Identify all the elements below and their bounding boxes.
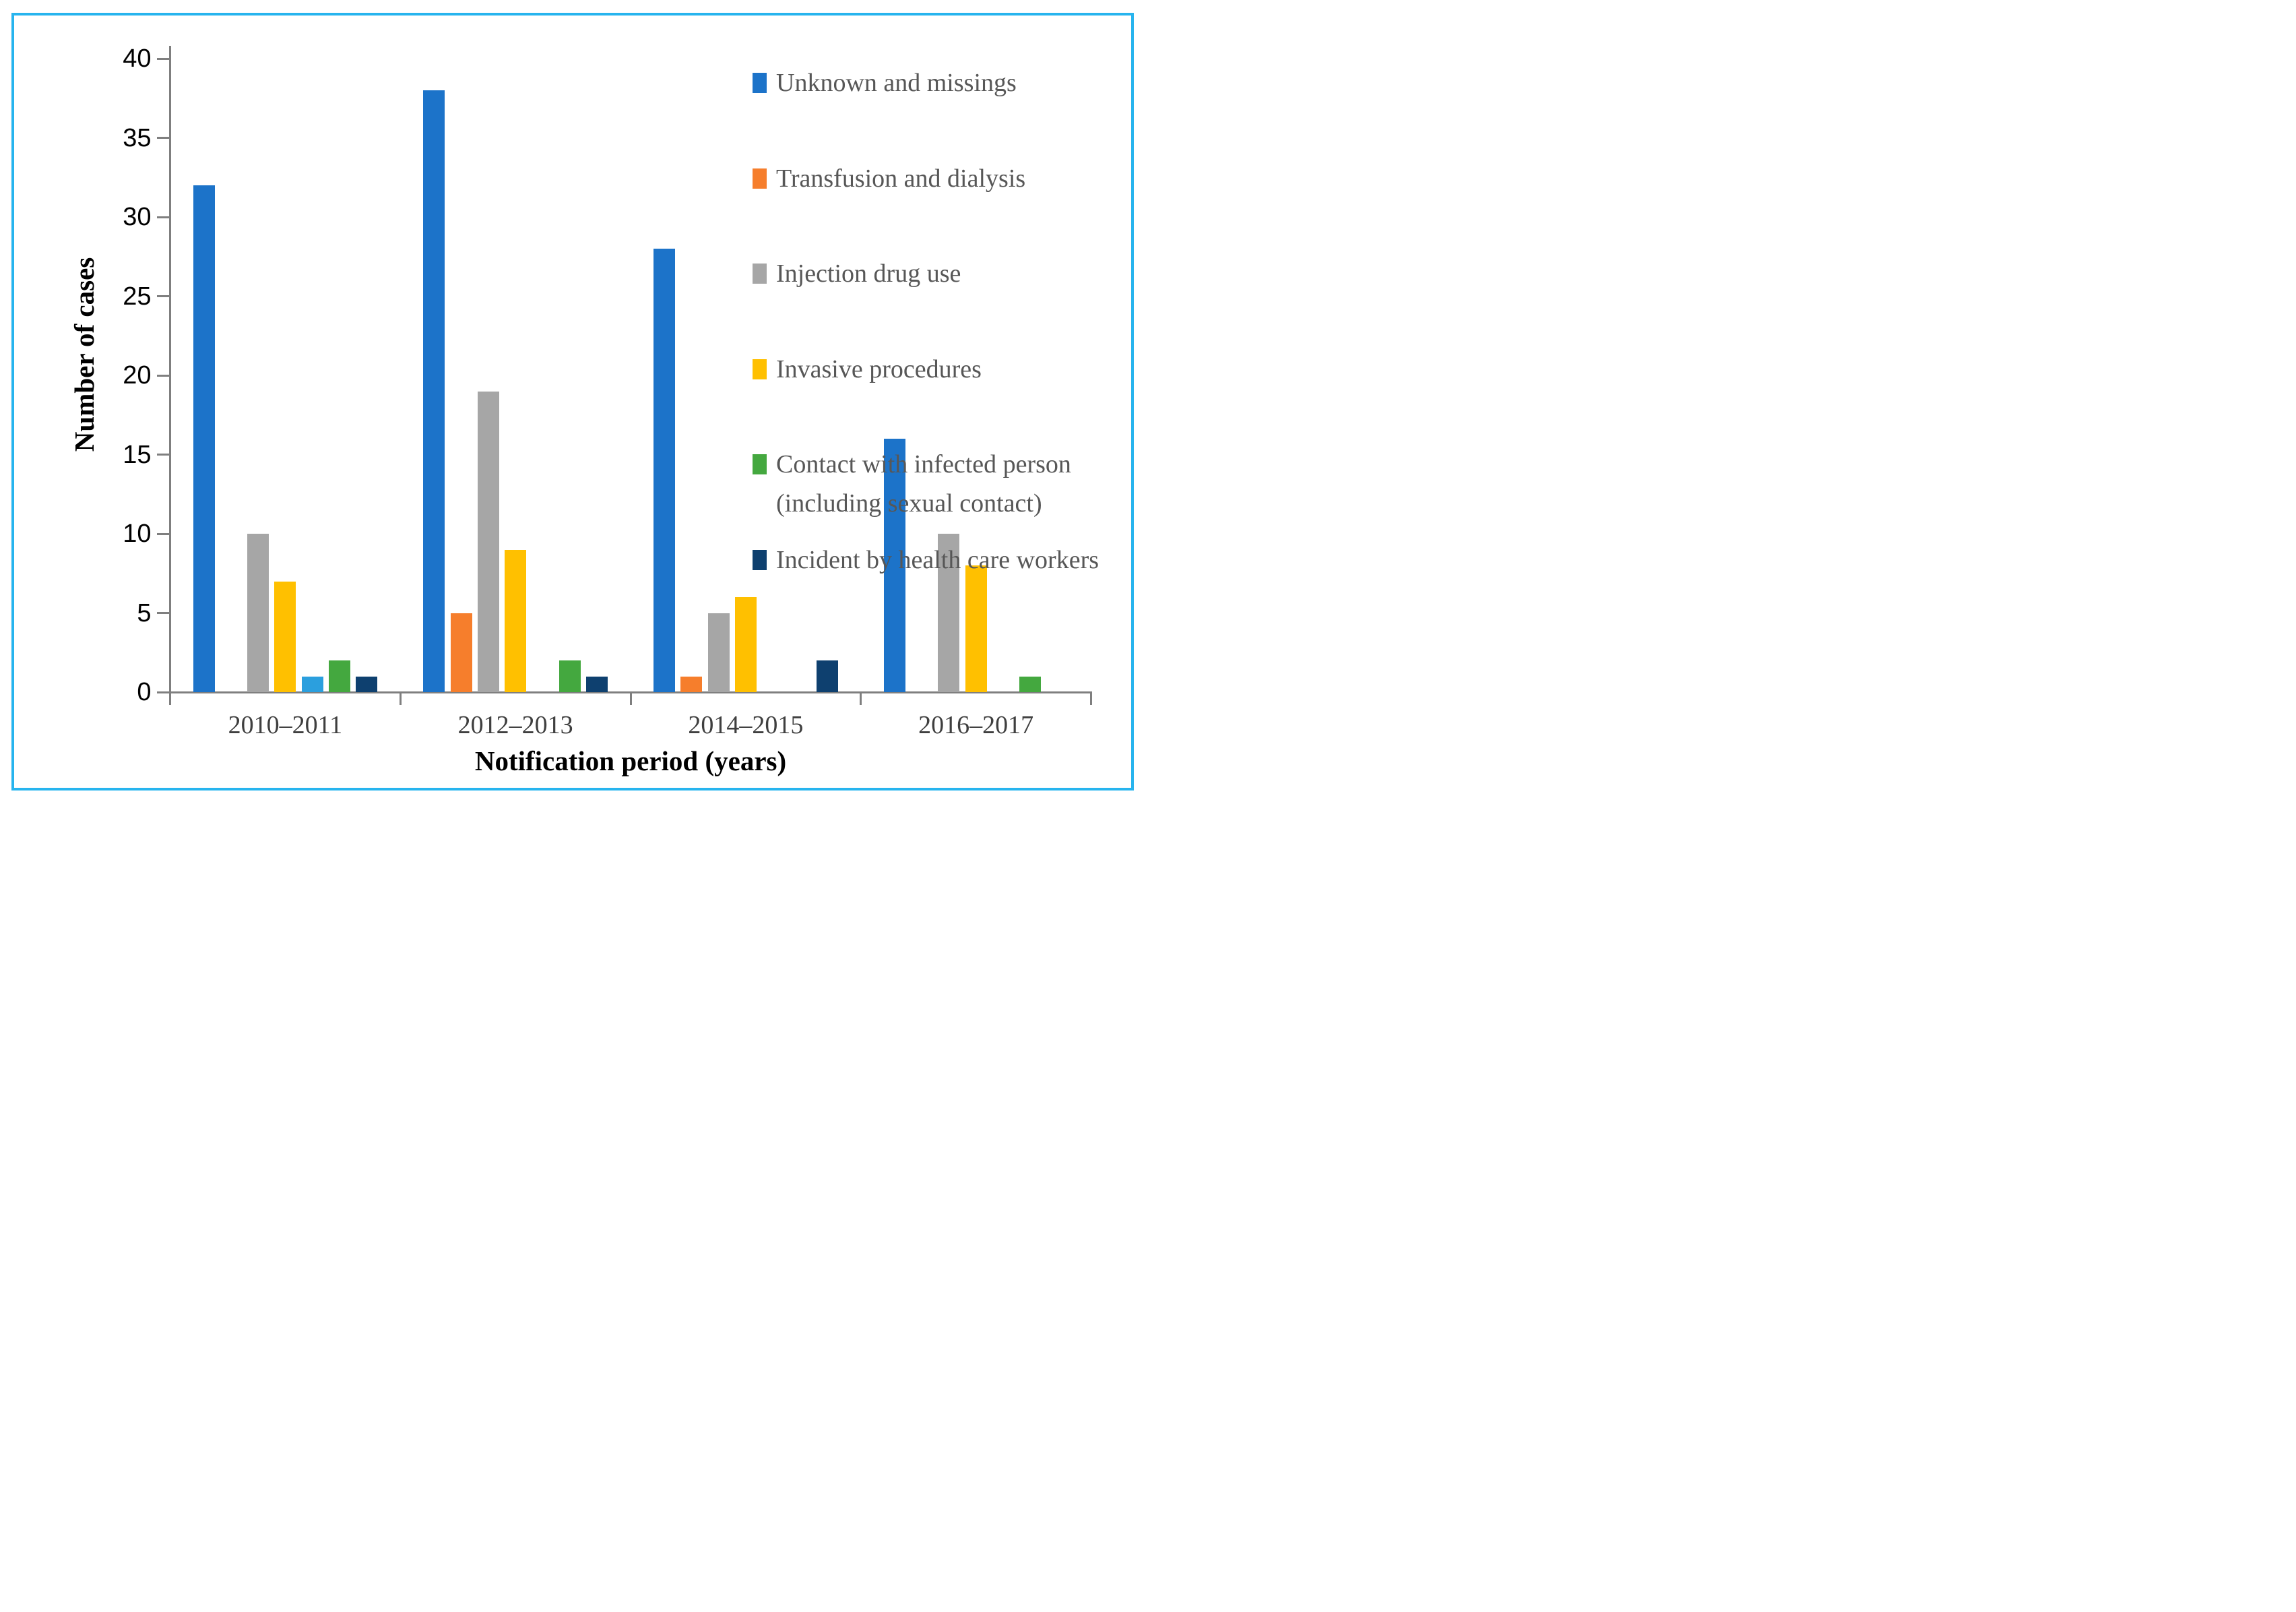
y-tick-mark-25 [156, 295, 170, 297]
legend-item-incident-by-health-care-workers: Incident by health care workers [753, 540, 1099, 580]
bar-unknown-and-missings-2012-2013 [423, 90, 445, 692]
y-tick-mark-15 [156, 454, 170, 456]
bar-incident-by-health-care-workers-2010-2011 [356, 676, 378, 692]
figure-border: Number of cases Notification period (yea… [11, 13, 1134, 790]
bar-injection-drug-use-2012-2013 [477, 391, 499, 692]
y-tick-label-15: 15 [123, 440, 152, 469]
bar-invasive-procedures-2010-2011 [274, 581, 296, 692]
x-tick-mark-3 [860, 692, 862, 705]
legend-item-unknown-and-missings: Unknown and missings [753, 63, 1017, 102]
legend-swatch-contact-with-infected-person-including-s [753, 454, 767, 474]
y-axis-line [169, 46, 171, 705]
bar-invasive-procedures-2014-2015 [734, 597, 757, 692]
y-tick-mark-30 [156, 216, 170, 218]
bar-invasive-procedures-2012-2013 [505, 549, 527, 692]
y-tick-mark-20 [156, 374, 170, 377]
legend-swatch-incident-by-health-care-workers [753, 549, 767, 570]
x-category-label-2010-2011: 2010–2011 [228, 711, 343, 739]
legend-label-injection-drug-use: Injection drug use [776, 259, 961, 288]
x-category-label-2014-2015: 2014–2015 [688, 711, 804, 739]
bar-incident-by-health-care-workers-2012-2013 [586, 676, 608, 692]
x-tick-mark-4 [1090, 692, 1092, 705]
legend-item-injection-drug-use: Injection drug use [753, 254, 961, 293]
x-axis-title: Notification period (years) [474, 745, 787, 776]
x-tick-mark-2 [629, 692, 632, 705]
x-tick-mark-1 [399, 692, 402, 705]
legend-label-contact-with-infected-person-including-s: Contact with infected person (including s… [776, 450, 1071, 518]
y-tick-label-20: 20 [123, 361, 152, 390]
y-tick-label-35: 35 [123, 123, 152, 152]
legend-swatch-transfusion-and-dialysis [753, 168, 767, 189]
legend-swatch-injection-drug-use [753, 264, 767, 284]
legend-item-invasive-procedures: Invasive procedures [753, 350, 982, 389]
bar-transfusion-and-dialysis-2012-2013 [450, 613, 472, 692]
y-tick-label-10: 10 [123, 520, 152, 548]
y-tick-label-30: 30 [123, 203, 152, 231]
legend-label-invasive-procedures: Invasive procedures [776, 354, 982, 383]
y-tick-mark-35 [156, 137, 170, 139]
bar-incident-by-health-care-workers-2014-2015 [816, 660, 838, 692]
y-tick-mark-10 [156, 532, 170, 535]
y-tick-mark-40 [156, 57, 170, 60]
y-tick-label-25: 25 [123, 282, 152, 311]
y-tick-label-0: 0 [137, 678, 152, 706]
y-tick-label-5: 5 [137, 598, 152, 627]
bar-chart-plot-area: Number of cases Notification period (yea… [14, 16, 1131, 788]
bar-contact-with-infected-person-including-s-2012-2013 [559, 660, 581, 692]
legend-item-contact-with-infected-person-including-s: Contact with infected person (including s… [753, 445, 1071, 523]
legend-swatch-invasive-procedures [753, 359, 767, 379]
bar-injection-drug-use-2010-2011 [247, 534, 269, 692]
y-tick-label-40: 40 [123, 44, 152, 73]
bar-injection-drug-use-2014-2015 [707, 613, 730, 692]
legend-label-unknown-and-missings: Unknown and missings [776, 69, 1017, 97]
bar-transfusion-and-dialysis-2014-2015 [680, 676, 703, 692]
bar-contact-with-infected-person-including-s-2016-2017 [1019, 676, 1042, 692]
bar-unknown-and-missings-2016-2017 [883, 439, 905, 692]
x-category-label-2012-2013: 2012–2013 [457, 711, 573, 739]
bar-unlabeled-light-blue-2010-2011 [301, 676, 323, 692]
legend-item-transfusion-and-dialysis: Transfusion and dialysis [753, 159, 1025, 198]
legend-swatch-unknown-and-missings [753, 73, 767, 93]
x-tick-mark-0 [169, 692, 171, 705]
bar-unknown-and-missings-2010-2011 [193, 185, 215, 692]
legend-label-incident-by-health-care-workers: Incident by health care workers [776, 545, 1099, 574]
legend-label-transfusion-and-dialysis: Transfusion and dialysis [776, 164, 1026, 193]
y-tick-mark-0 [156, 691, 170, 693]
bar-injection-drug-use-2016-2017 [938, 534, 960, 692]
x-category-label-2016-2017: 2016–2017 [918, 711, 1034, 739]
y-tick-mark-5 [156, 612, 170, 614]
bar-contact-with-infected-person-including-s-2010-2011 [329, 660, 350, 692]
bar-invasive-procedures-2016-2017 [965, 565, 987, 692]
bar-unknown-and-missings-2014-2015 [653, 249, 675, 692]
